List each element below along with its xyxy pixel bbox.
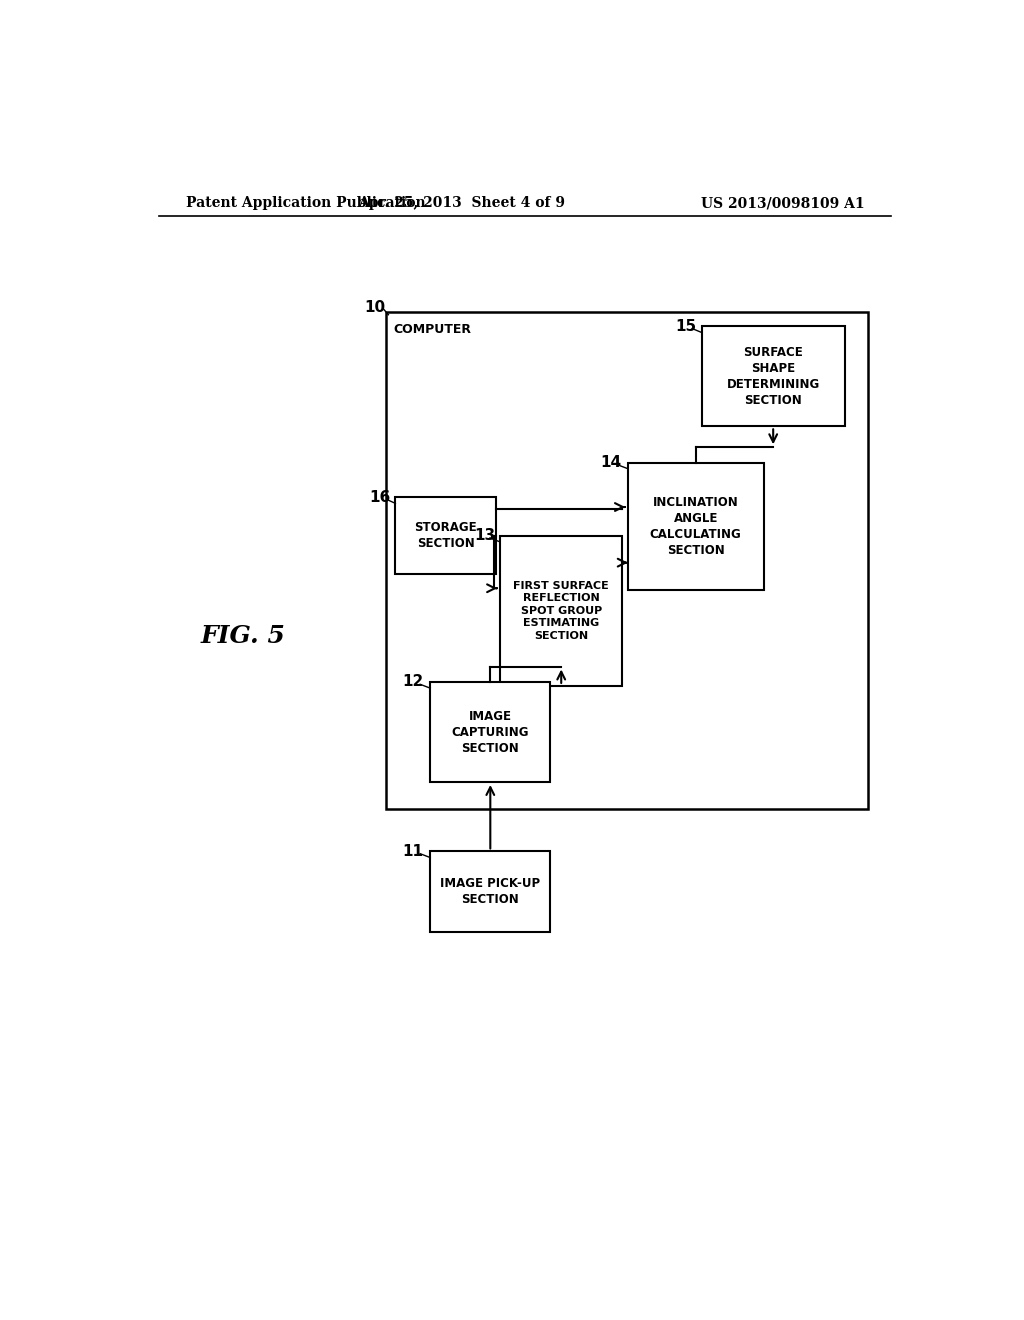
Text: Apr. 25, 2013  Sheet 4 of 9: Apr. 25, 2013 Sheet 4 of 9 [357, 197, 565, 210]
Text: FIG. 5: FIG. 5 [201, 624, 285, 648]
Bar [430, 682, 550, 781]
Text: 13: 13 [474, 528, 495, 544]
Bar [500, 536, 623, 686]
Text: 14: 14 [600, 455, 622, 470]
Text: SURFACE
SHAPE
DETERMINING
SECTION: SURFACE SHAPE DETERMINING SECTION [727, 346, 820, 407]
Text: 10: 10 [364, 300, 385, 314]
Text: IMAGE
CAPTURING
SECTION: IMAGE CAPTURING SECTION [452, 710, 529, 755]
Text: 15: 15 [676, 318, 696, 334]
Text: INCLINATION
ANGLE
CALCULATING
SECTION: INCLINATION ANGLE CALCULATING SECTION [650, 495, 741, 557]
Bar [628, 462, 764, 590]
Text: 12: 12 [402, 675, 424, 689]
Text: FIRST SURFACE
REFLECTION
SPOT GROUP
ESTIMATING
SECTION: FIRST SURFACE REFLECTION SPOT GROUP ESTI… [513, 581, 609, 640]
Bar [430, 851, 550, 932]
Text: IMAGE PICK-UP
SECTION: IMAGE PICK-UP SECTION [440, 878, 541, 907]
Text: 16: 16 [370, 490, 390, 504]
Bar [701, 326, 845, 426]
Text: COMPUTER: COMPUTER [394, 323, 472, 335]
Text: STORAGE
SECTION: STORAGE SECTION [415, 521, 477, 550]
Bar [386, 313, 868, 809]
Bar [395, 498, 496, 574]
Text: 11: 11 [402, 843, 424, 859]
Text: US 2013/0098109 A1: US 2013/0098109 A1 [700, 197, 864, 210]
Text: Patent Application Publication: Patent Application Publication [186, 197, 426, 210]
